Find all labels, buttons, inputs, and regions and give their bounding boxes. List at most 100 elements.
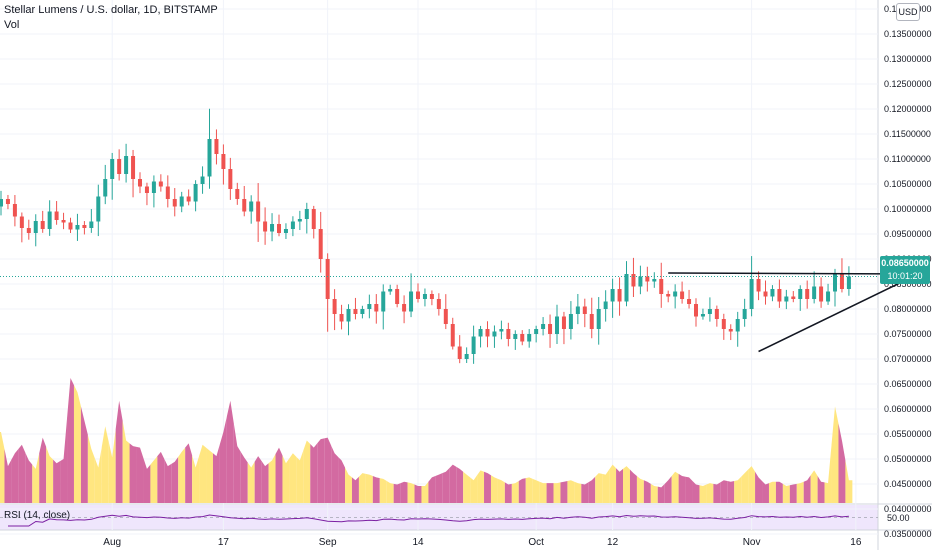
price-tick-label: 0.05000000	[884, 454, 932, 464]
candle	[110, 152, 115, 200]
price-tick-label: 0.08500000	[884, 279, 932, 289]
candle-body	[673, 291, 678, 297]
volume-bar	[671, 471, 679, 503]
candle	[541, 317, 546, 336]
price-tick-label: 0.06500000	[884, 379, 932, 389]
volume-bar	[650, 483, 658, 503]
price-tick-label: 0.07000000	[884, 354, 932, 364]
candle-body	[263, 221, 268, 232]
rsi-indicator-label: RSI (14, close)	[4, 510, 71, 521]
volume-bar	[317, 438, 325, 503]
volume-bar	[678, 473, 686, 503]
candle-body	[374, 304, 379, 312]
volume-bar	[490, 475, 498, 503]
candle	[75, 213, 80, 241]
candle	[582, 298, 587, 328]
trendline-drawings[interactable]	[0, 272, 919, 353]
candle	[485, 321, 490, 348]
candle	[172, 188, 177, 217]
volume-bar	[629, 469, 637, 503]
volume-bar	[192, 455, 200, 503]
candle	[221, 144, 226, 185]
volume-bar	[817, 476, 825, 503]
candle	[561, 311, 566, 345]
volume-bar	[338, 456, 346, 503]
candle	[548, 314, 553, 348]
candle-body	[534, 329, 539, 334]
time-tick-label: 16	[850, 537, 862, 548]
volume-bar	[296, 450, 304, 503]
candle	[332, 289, 337, 331]
time-tick-label: 12	[607, 537, 619, 548]
candle-body	[283, 229, 288, 233]
price-tick-label: 0.09500000	[884, 229, 932, 239]
candle-body	[700, 314, 705, 317]
volume-bar	[101, 426, 109, 503]
candle	[89, 209, 94, 233]
volume-bar	[53, 459, 61, 503]
candle	[395, 284, 400, 308]
candle	[839, 258, 844, 293]
candle-body	[367, 304, 372, 309]
candle-body	[680, 291, 685, 299]
candle-body	[499, 329, 504, 332]
candle	[297, 210, 302, 231]
price-tick-label: 0.04000000	[884, 504, 932, 514]
candle	[193, 180, 198, 212]
bar-countdown: 10:01:20	[887, 271, 923, 281]
candle	[339, 304, 344, 330]
candle-body	[242, 199, 247, 212]
volume-bar	[706, 483, 714, 503]
candle	[290, 216, 295, 237]
candle	[165, 175, 170, 208]
volume-bar	[685, 476, 693, 503]
candle-body	[728, 329, 733, 332]
candle	[207, 108, 212, 189]
candle	[256, 183, 261, 242]
candle-body	[527, 334, 532, 342]
volume-bar	[247, 461, 255, 503]
currency-badge[interactable]: USD	[896, 3, 920, 21]
candle-body	[0, 199, 3, 207]
chart-grid	[0, 0, 878, 535]
volume-bar	[560, 480, 568, 503]
candle	[728, 324, 733, 341]
rsi-level-label: 50.00	[887, 513, 910, 523]
candle	[151, 175, 156, 208]
candle-body	[436, 299, 441, 309]
candle	[346, 304, 351, 336]
candle-body	[416, 291, 420, 299]
candle	[721, 313, 726, 340]
candle-body	[179, 196, 184, 207]
candle	[846, 266, 851, 296]
candle-body	[805, 289, 810, 299]
volume-bar	[157, 451, 165, 503]
candle	[819, 277, 824, 308]
volume-bar	[407, 482, 415, 503]
candle-body	[186, 196, 191, 202]
volume-bar	[782, 483, 790, 503]
volume-bar	[435, 473, 443, 503]
candle-body	[714, 309, 719, 319]
candle	[388, 284, 393, 295]
volume-bar	[365, 473, 373, 503]
candle	[756, 271, 761, 301]
volume-bar	[219, 416, 227, 503]
volume-bar	[664, 476, 672, 503]
volume-bar	[762, 480, 769, 503]
volume-bar	[449, 464, 457, 503]
volume-bar	[713, 482, 721, 503]
volume-bar	[73, 385, 81, 503]
volume-bar	[428, 476, 436, 503]
candle-body	[749, 279, 754, 309]
candle	[680, 281, 685, 304]
candle	[242, 185, 247, 217]
candle-body	[339, 314, 344, 322]
volume-bar	[400, 481, 408, 503]
candlestick-series	[0, 108, 851, 364]
candle-body	[256, 201, 261, 222]
candle	[402, 295, 407, 324]
candle	[200, 166, 205, 194]
